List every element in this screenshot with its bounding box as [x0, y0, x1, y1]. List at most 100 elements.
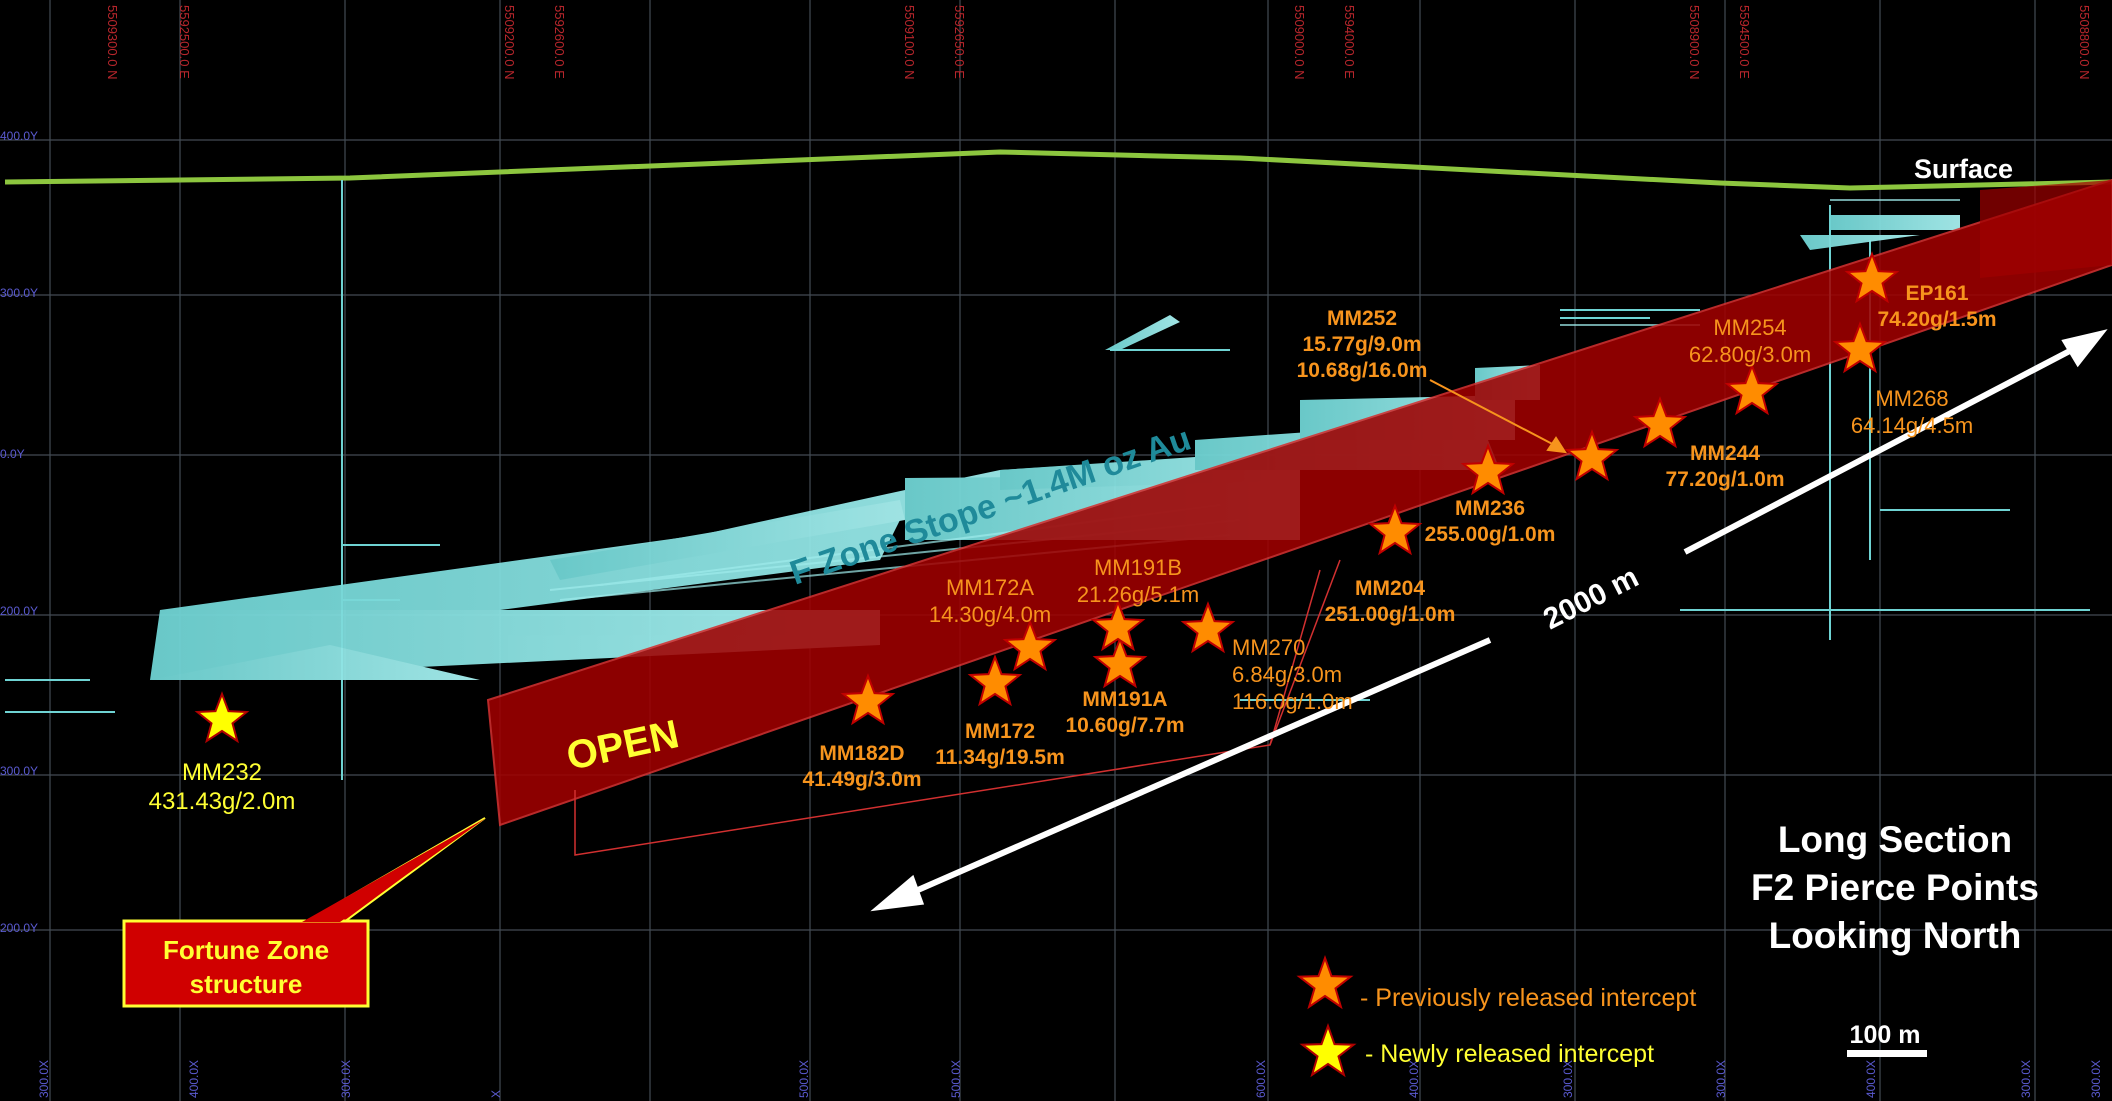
intercept-star-mm172	[967, 654, 1023, 707]
legend-new-star-shape	[1299, 1023, 1357, 1078]
grid-labels: 5509300.0 N 5592500.0 E 5509200.0 N 5592600…	[0, 5, 2103, 1098]
grid-bottom-label: 300.0X	[1714, 1060, 1728, 1098]
grid-left-label: 300.0Y	[0, 286, 38, 300]
drill-outline	[574, 559, 1341, 856]
grid-left-label: 400.0Y	[0, 129, 38, 143]
intercept-id-mm172: MM172	[965, 720, 1035, 743]
intercept-value-mm172: 11.34g/19.5m	[935, 746, 1065, 769]
grid-top-label: 5594500.0 E	[1737, 5, 1752, 79]
intercept-star-mm270	[1180, 601, 1236, 654]
fortune-zone-callout	[122, 817, 486, 1008]
intercept-id-mm252: MM252	[1327, 307, 1397, 330]
fortune-zone-ribbon	[486, 178, 2112, 827]
callout-line1: Fortune Zone	[163, 935, 329, 965]
grid-top-label: 5509000.0 N	[1292, 5, 1307, 79]
grid-bottom-label: 300.0X	[2089, 1060, 2103, 1098]
mm252-leader	[1429, 379, 1567, 454]
grid-bottom-label: 400.0X	[1407, 1060, 1421, 1098]
intercept-id-mm182d: MM182D	[819, 742, 904, 765]
intercept-value-mm270: 6.84g/3.0m	[1232, 662, 1342, 687]
intercept-star-mm254	[1724, 363, 1780, 416]
grid-left-label: 200.0Y	[0, 921, 38, 935]
grid-top-label: 5592650.0 E	[952, 5, 967, 79]
intercept-id-ep161: EP161	[1905, 282, 1968, 305]
grid-left-label: 200.0Y	[0, 604, 38, 618]
intercept-value-mm270: 116.0g/1.0m	[1232, 689, 1353, 714]
intercept-star-mm232	[194, 691, 250, 744]
intercept-id-mm204: MM204	[1355, 577, 1425, 600]
surface-label: Surface	[1914, 154, 2013, 184]
grid-top-label: 5592500.0 E	[177, 5, 192, 79]
intercept-value-mm252: 15.77g/9.0m	[1302, 333, 1421, 356]
legend-previous-label: - Previously released intercept	[1360, 984, 1696, 1012]
grid-bottom-label: 600.0X	[1254, 1060, 1268, 1098]
intercept-id-mm244: MM244	[1690, 442, 1760, 465]
legend-new-star	[1299, 1023, 1357, 1078]
intercept-value-mm191a: 10.60g/7.7m	[1065, 714, 1184, 737]
intercept-stars	[194, 251, 1900, 744]
grid-left-label: 0.0Y	[0, 447, 25, 461]
callout-line2: structure	[190, 969, 303, 999]
grid-top-label: 5592600.0 E	[552, 5, 567, 79]
grid-top-label: 5509100.0 N	[902, 5, 917, 79]
intercept-star-mm252	[1564, 429, 1620, 482]
intercept-id-mm172a: MM172A	[946, 575, 1034, 600]
intercept-star-mm244	[1632, 396, 1688, 449]
intercept-star-mm191b	[1090, 599, 1146, 652]
grid-bottom-label: 300.0X	[2019, 1060, 2033, 1098]
intercept-star-mm268	[1832, 321, 1888, 374]
grid-bottom-label: X	[489, 1090, 503, 1098]
intercept-star-mm236	[1460, 443, 1516, 496]
grid-top-label: 5508800.0 N	[2077, 5, 2092, 79]
grid-left-label: 300.0Y	[0, 764, 38, 778]
grid-bottom-label: 300.0X	[1561, 1060, 1575, 1098]
grid-bottom-label: 400.0X	[1864, 1060, 1878, 1098]
intercept-id-mm232: MM232	[182, 759, 262, 786]
distance-label: 2000 m	[1538, 561, 1644, 637]
intercept-value-mm191b: 21.26g/5.1m	[1077, 582, 1199, 607]
grid-bottom-label: 300.0X	[37, 1060, 51, 1098]
surface-line	[4, 149, 2112, 191]
intercept-value-mm236: 255.00g/1.0m	[1425, 523, 1556, 546]
intercept-star-mm182d	[840, 673, 896, 726]
title-line1: Long Section	[1778, 819, 2012, 860]
intercept-value-mm204: 251.00g/1.0m	[1325, 603, 1456, 626]
intercept-value-mm244: 77.20g/1.0m	[1665, 468, 1784, 491]
grid-bottom-label: 500.0X	[797, 1060, 811, 1098]
grid-bottom-label: 500.0X	[949, 1060, 963, 1098]
title-line3: Looking North	[1769, 915, 2022, 956]
grid-top-label: 5508900.0 N	[1687, 5, 1702, 79]
intercept-id-mm191b: MM191B	[1094, 555, 1182, 580]
grid-bottom-label: 400.0X	[187, 1060, 201, 1098]
fortune-zone-top	[1980, 180, 2112, 278]
intercept-value-mm268: 64.14g/4.5m	[1851, 413, 1973, 438]
grid-bottom-label: 300.0X	[339, 1060, 353, 1098]
intercept-star-mm204	[1367, 503, 1423, 556]
intercept-id-mm270: MM270	[1232, 635, 1305, 660]
intercept-id-mm254: MM254	[1713, 315, 1786, 340]
legend-previous-star	[1296, 955, 1354, 1010]
scale-bar-label: 100 m	[1850, 1021, 1921, 1049]
intercept-value-ep161: 74.20g/1.5m	[1877, 308, 1996, 331]
intercept-star-ep161	[1844, 251, 1900, 304]
intercept-star-mm172a	[1002, 619, 1058, 672]
intercept-value-mm182d: 41.49g/3.0m	[802, 768, 921, 791]
title-line2: F2 Pierce Points	[1751, 867, 2039, 908]
intercept-star-mm191a	[1092, 636, 1148, 689]
intercept-value-mm252: 10.68g/16.0m	[1297, 359, 1428, 382]
grid-top-label: 5594000.0 E	[1342, 5, 1357, 79]
intercept-value-mm172a: 14.30g/4.0m	[929, 602, 1051, 627]
grid-top-label: 5509300.0 N	[105, 5, 120, 79]
intercept-id-mm268: MM268	[1875, 386, 1948, 411]
intercept-value-mm254: 62.80g/3.0m	[1689, 342, 1811, 367]
intercept-id-mm236: MM236	[1455, 497, 1525, 520]
distance-arrow	[870, 329, 2108, 912]
legend: - Previously released intercept - Newly …	[1296, 955, 1696, 1078]
legend-new-label: - Newly released intercept	[1365, 1040, 1654, 1068]
scale-bar	[1847, 1050, 1927, 1057]
intercept-value-mm232: 431.43g/2.0m	[149, 788, 296, 815]
legend-previous-star-shape	[1296, 955, 1354, 1010]
